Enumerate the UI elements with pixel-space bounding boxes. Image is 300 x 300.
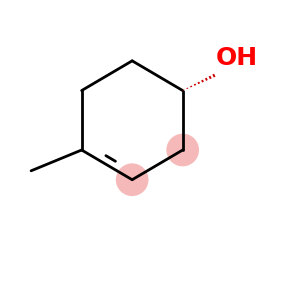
Text: OH: OH xyxy=(215,46,257,70)
Circle shape xyxy=(116,164,148,196)
Circle shape xyxy=(166,134,199,166)
